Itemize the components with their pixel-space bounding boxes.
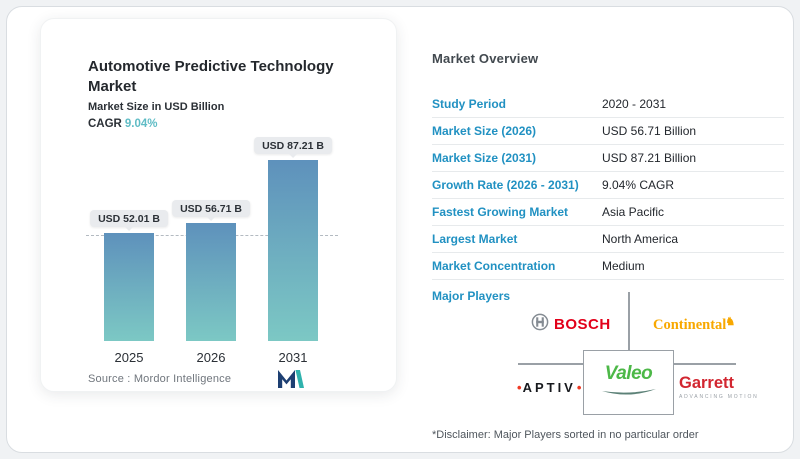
disclaimer-text: *Disclaimer: Major Players sorted in no … [432, 429, 699, 441]
table-row: Study Period 2020 - 2031 [432, 91, 784, 118]
table-row: Growth Rate (2026 - 2031) 9.04% CAGR [432, 172, 784, 199]
aptiv-wordmark: APTIV [522, 380, 576, 395]
chart-title: Automotive Predictive Technology Market [88, 58, 334, 96]
bosch-logo: BOSCH [531, 313, 611, 336]
connector-vertical-line [628, 292, 630, 350]
table-row: Market Concentration Medium [432, 253, 784, 280]
row-label: Largest Market [432, 232, 518, 246]
row-value: 9.04% CAGR [602, 178, 675, 192]
aptiv-dot-icon: • [517, 380, 522, 395]
cagr-line: CAGR 9.04% [88, 118, 157, 130]
table-row: Fastest Growing Market Asia Pacific [432, 199, 784, 226]
row-value: 2020 - 2031 [602, 97, 667, 111]
garrett-tagline: ADVANCING MOTION [679, 393, 759, 400]
chart-card: Automotive Predictive Technology Market … [40, 18, 397, 392]
section-title: Market Overview [432, 51, 539, 66]
bar-value-badge: USD 87.21 B [254, 137, 332, 158]
row-label: Fastest Growing Market [432, 205, 569, 219]
row-label: Growth Rate (2026 - 2031) [432, 178, 579, 192]
row-value: Medium [602, 259, 645, 273]
chart-subtitle: Market Size in USD Billion [88, 101, 225, 113]
mordor-intelligence-logo-icon [278, 370, 304, 393]
major-players-label: Major Players [432, 289, 511, 303]
table-row: Market Size (2031) USD 87.21 Billion [432, 145, 784, 172]
cagr-label: CAGR [88, 118, 122, 130]
bar-2031: USD 87.21 B [254, 137, 332, 341]
row-label: Market Size (2031) [432, 151, 537, 165]
row-value: USD 87.21 Billion [602, 151, 697, 165]
bar-2026: USD 56.71 B [172, 200, 250, 341]
x-axis-label-2026: 2026 [196, 350, 226, 365]
x-axis-label-2025: 2025 [114, 350, 144, 365]
bar-value-badge: USD 56.71 B [172, 200, 250, 221]
row-value: North America [602, 232, 679, 246]
table-row: Market Size (2026) USD 56.71 Billion [432, 118, 784, 145]
bosch-armature-icon [531, 313, 549, 336]
table-row: Largest Market North America [432, 226, 784, 253]
bar-value-text: USD 52.01 B [98, 212, 160, 225]
bar-value-text: USD 87.21 B [262, 139, 324, 152]
connector-right-line [673, 363, 736, 365]
bosch-wordmark: BOSCH [554, 316, 611, 333]
garrett-wordmark: Garrett [679, 374, 735, 392]
garrett-logo: Garrett ADVANCING MOTION [679, 375, 759, 400]
continental-wordmark: Continental [653, 317, 727, 333]
row-label: Market Concentration [432, 259, 556, 273]
continental-logo: Continental♞ [653, 315, 735, 334]
report-panel: Automotive Predictive Technology Market … [6, 6, 794, 453]
aptiv-logo: • APTIV • [516, 380, 582, 395]
valeo-wordmark: Valeo [604, 362, 653, 384]
continental-horse-icon: ♞ [725, 316, 736, 328]
row-value: Asia Pacific [602, 205, 665, 219]
bar-value-badge: USD 52.01 B [90, 210, 168, 231]
cagr-value: 9.04% [124, 118, 158, 130]
bar-value-text: USD 56.71 B [180, 202, 242, 215]
x-axis-label-2031: 2031 [278, 350, 308, 365]
source-attribution: Source : Mordor Intelligence [88, 373, 232, 385]
row-value: USD 56.71 Billion [602, 124, 697, 138]
valeo-swoosh-icon [600, 384, 658, 402]
row-label: Market Size (2026) [432, 124, 537, 138]
connector-left-line [518, 363, 584, 365]
row-label: Study Period [432, 97, 507, 111]
aptiv-dot-icon: • [576, 380, 582, 395]
valeo-logo-box: Valeo [583, 350, 674, 415]
bar-2025: USD 52.01 B [90, 210, 168, 341]
overview-table: Study Period 2020 - 2031 Market Size (20… [432, 91, 784, 280]
